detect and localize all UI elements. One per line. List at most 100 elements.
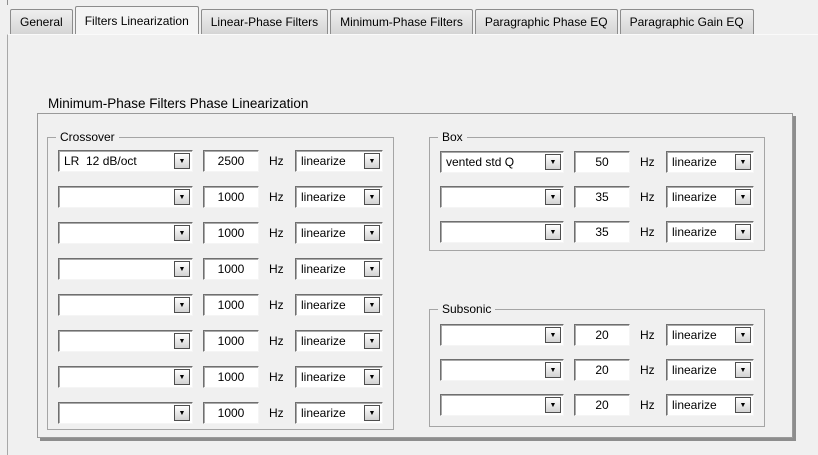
dropdown-arrow-icon[interactable]: ▼ <box>174 225 190 241</box>
box-filter-row-2: ▼ Hz linearize ▼ <box>440 186 754 208</box>
box-linearize-select-2[interactable]: linearize ▼ <box>666 186 754 208</box>
dropdown-arrow-icon[interactable]: ▼ <box>364 369 380 385</box>
crossover-filter-select-8[interactable]: ▼ <box>58 402 193 424</box>
hz-label: Hz <box>640 190 655 204</box>
dropdown-arrow-icon[interactable]: ▼ <box>364 189 380 205</box>
dropdown-arrow-icon[interactable]: ▼ <box>174 297 190 313</box>
crossover-filter-select-7[interactable]: ▼ <box>58 366 193 388</box>
hz-label: Hz <box>640 155 655 169</box>
subsonic-group: Subsonic ▼Hzlinearize▼▼Hzlinearize▼▼Hzli… <box>429 302 765 427</box>
dropdown-arrow-icon[interactable]: ▼ <box>364 261 380 277</box>
hz-label: Hz <box>640 398 655 412</box>
dropdown-arrow-icon[interactable]: ▼ <box>364 153 380 169</box>
box-linearize-select-1-value: linearize <box>672 155 717 169</box>
crossover-linearize-select-6-value: linearize <box>301 334 346 348</box>
tab-linear-phase-filters[interactable]: Linear-Phase Filters <box>200 9 329 34</box>
tab-paragraphic-gain-eq[interactable]: Paragraphic Gain EQ <box>619 9 754 34</box>
crossover-filter-select-3[interactable]: ▼ <box>58 222 193 244</box>
subsonic-filter-select-2[interactable]: ▼ <box>440 359 564 381</box>
hz-label: Hz <box>640 225 655 239</box>
crossover-linearize-select-8[interactable]: linearize ▼ <box>295 402 383 424</box>
page-title: Minimum-Phase Filters Phase Linearizatio… <box>48 96 309 111</box>
dropdown-arrow-icon[interactable]: ▼ <box>735 362 751 378</box>
tab-bar: General Filters Linearization Linear-Phase… <box>10 6 756 34</box>
subsonic-linearize-select-3[interactable]: linearize ▼ <box>666 394 754 416</box>
dropdown-arrow-icon[interactable]: ▼ <box>364 405 380 421</box>
crossover-frequency-input-5[interactable] <box>203 294 259 316</box>
dropdown-arrow-icon[interactable]: ▼ <box>735 154 751 170</box>
crossover-frequency-input-7[interactable] <box>203 366 259 388</box>
crossover-filter-select-1[interactable]: LR 12 dB/oct ▼ <box>58 150 193 172</box>
dropdown-arrow-icon[interactable]: ▼ <box>735 224 751 240</box>
box-linearize-select-3[interactable]: linearize ▼ <box>666 221 754 243</box>
crossover-linearize-select-3-value: linearize <box>301 226 346 240</box>
crossover-linearize-select-3[interactable]: linearize ▼ <box>295 222 383 244</box>
dropdown-arrow-icon[interactable]: ▼ <box>735 327 751 343</box>
crossover-linearize-select-1[interactable]: linearize ▼ <box>295 150 383 172</box>
dropdown-arrow-icon[interactable]: ▼ <box>735 189 751 205</box>
subsonic-linearize-select-2[interactable]: linearize ▼ <box>666 359 754 381</box>
dropdown-arrow-icon[interactable]: ▼ <box>174 333 190 349</box>
dropdown-arrow-icon[interactable]: ▼ <box>174 153 190 169</box>
hz-label: Hz <box>269 190 284 204</box>
subsonic-group-title: Subsonic <box>438 302 496 316</box>
box-frequency-input-2[interactable] <box>574 186 630 208</box>
crossover-frequency-input-2[interactable] <box>203 186 259 208</box>
subsonic-filter-row-2: ▼ Hz linearize ▼ <box>440 359 754 381</box>
dropdown-arrow-icon[interactable]: ▼ <box>545 397 561 413</box>
dropdown-arrow-icon[interactable]: ▼ <box>364 297 380 313</box>
tab-paragraphic-phase-eq[interactable]: Paragraphic Phase EQ <box>474 9 618 34</box>
subsonic-linearize-select-1[interactable]: linearize ▼ <box>666 324 754 346</box>
crossover-linearize-select-6[interactable]: linearize ▼ <box>295 330 383 352</box>
crossover-frequency-input-4[interactable] <box>203 258 259 280</box>
dropdown-arrow-icon[interactable]: ▼ <box>364 333 380 349</box>
subsonic-linearize-select-3-value: linearize <box>672 398 717 412</box>
crossover-frequency-input-8[interactable] <box>203 402 259 424</box>
crossover-filter-select-4[interactable]: ▼ <box>58 258 193 280</box>
crossover-linearize-select-2-value: linearize <box>301 190 346 204</box>
crossover-filter-select-2[interactable]: ▼ <box>58 186 193 208</box>
dropdown-arrow-icon[interactable]: ▼ <box>545 224 561 240</box>
dropdown-arrow-icon[interactable]: ▼ <box>174 405 190 421</box>
box-filter-select-3[interactable]: ▼ <box>440 221 564 243</box>
crossover-linearize-select-7[interactable]: linearize ▼ <box>295 366 383 388</box>
dropdown-arrow-icon[interactable]: ▼ <box>545 362 561 378</box>
crossover-filter-row-1: LR 12 dB/oct ▼ Hz linearize ▼ <box>58 150 383 172</box>
subsonic-frequency-input-2[interactable] <box>574 359 630 381</box>
box-filter-select-2[interactable]: ▼ <box>440 186 564 208</box>
crossover-frequency-input-6[interactable] <box>203 330 259 352</box>
subsonic-filter-select-1[interactable]: ▼ <box>440 324 564 346</box>
tab-general[interactable]: General <box>10 9 73 34</box>
dropdown-arrow-icon[interactable]: ▼ <box>735 397 751 413</box>
crossover-linearize-select-1-value: linearize <box>301 154 346 168</box>
dropdown-arrow-icon[interactable]: ▼ <box>545 154 561 170</box>
box-filter-row-3: ▼ Hz linearize ▼ <box>440 221 754 243</box>
dropdown-arrow-icon[interactable]: ▼ <box>545 189 561 205</box>
crossover-linearize-select-2[interactable]: linearize ▼ <box>295 186 383 208</box>
tab-filters-linearization[interactable]: Filters Linearization <box>74 6 199 34</box>
box-frequency-input-3[interactable] <box>574 221 630 243</box>
box-filter-select-1[interactable]: vented std Q ▼ <box>440 151 564 173</box>
crossover-filter-select-1-value: LR 12 dB/oct <box>64 154 137 168</box>
crossover-linearize-select-7-value: linearize <box>301 370 346 384</box>
dropdown-arrow-icon[interactable]: ▼ <box>364 225 380 241</box>
crossover-filter-select-6[interactable]: ▼ <box>58 330 193 352</box>
tab-minimum-phase-filters[interactable]: Minimum-Phase Filters <box>330 9 473 34</box>
box-linearize-select-1[interactable]: linearize ▼ <box>666 151 754 173</box>
box-frequency-input-1[interactable] <box>574 151 630 173</box>
box-rows: vented std Q ▼ Hz linearize ▼ ▼ Hz linearize ▼ ▼ H… <box>430 138 764 243</box>
box-group: Box vented std Q ▼ Hz linearize ▼ ▼ Hz lineariz… <box>429 130 765 251</box>
dropdown-arrow-icon[interactable]: ▼ <box>174 369 190 385</box>
crossover-filter-select-5[interactable]: ▼ <box>58 294 193 316</box>
crossover-group: Crossover LR 12 dB/oct▼Hzlinearize▼▼Hzli… <box>47 130 394 430</box>
dropdown-arrow-icon[interactable]: ▼ <box>174 189 190 205</box>
crossover-frequency-input-3[interactable] <box>203 222 259 244</box>
dropdown-arrow-icon[interactable]: ▼ <box>174 261 190 277</box>
crossover-linearize-select-5[interactable]: linearize ▼ <box>295 294 383 316</box>
subsonic-frequency-input-3[interactable] <box>574 394 630 416</box>
crossover-frequency-input-1[interactable] <box>203 150 259 172</box>
subsonic-frequency-input-1[interactable] <box>574 324 630 346</box>
crossover-linearize-select-4[interactable]: linearize ▼ <box>295 258 383 280</box>
dropdown-arrow-icon[interactable]: ▼ <box>545 327 561 343</box>
subsonic-filter-select-3[interactable]: ▼ <box>440 394 564 416</box>
